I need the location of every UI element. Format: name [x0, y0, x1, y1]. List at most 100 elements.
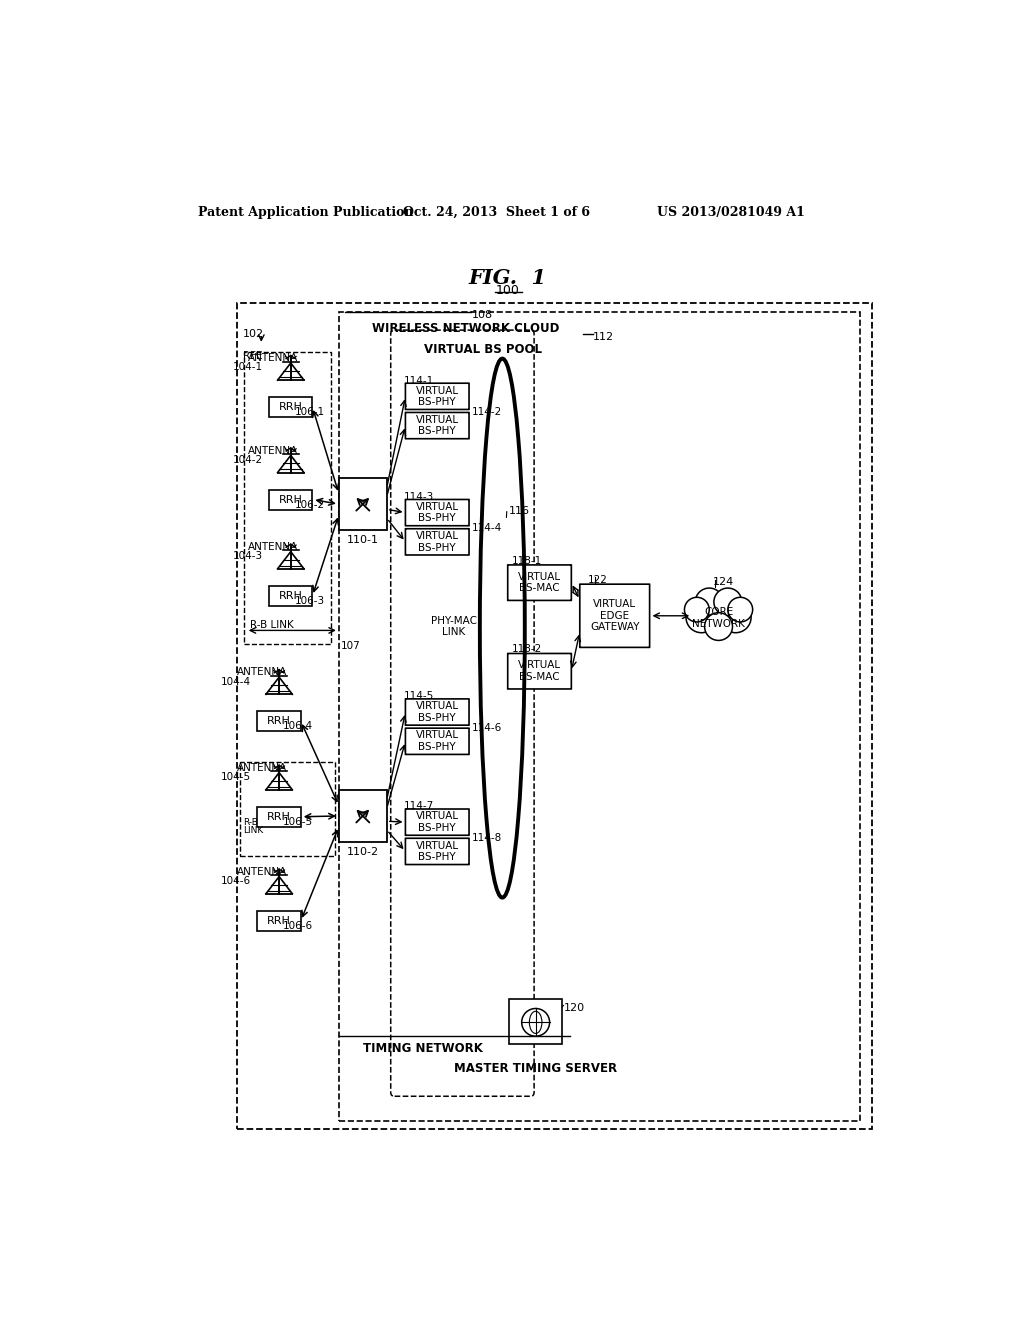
Text: 104-6: 104-6 — [221, 876, 251, 886]
Text: LINK: LINK — [243, 826, 263, 836]
Text: RRH: RRH — [267, 916, 291, 925]
Circle shape — [695, 589, 723, 615]
Text: VIRTUAL
BS-PHY: VIRTUAL BS-PHY — [416, 502, 459, 524]
Text: ANTENNA: ANTENNA — [237, 668, 287, 677]
Text: R-B: R-B — [243, 818, 258, 828]
Bar — [245, 352, 331, 644]
Text: Oct. 24, 2013  Sheet 1 of 6: Oct. 24, 2013 Sheet 1 of 6 — [403, 206, 590, 219]
Text: VIRTUAL BS POOL: VIRTUAL BS POOL — [424, 343, 542, 356]
Circle shape — [684, 597, 710, 622]
Circle shape — [686, 602, 717, 632]
Text: 118-2: 118-2 — [512, 644, 542, 655]
Bar — [257, 711, 301, 731]
FancyBboxPatch shape — [508, 653, 571, 689]
Bar — [269, 397, 312, 417]
Circle shape — [698, 591, 738, 632]
Text: US 2013/0281049 A1: US 2013/0281049 A1 — [656, 206, 805, 219]
Text: VIRTUAL
BS-MAC: VIRTUAL BS-MAC — [518, 572, 561, 594]
Text: RRH: RRH — [279, 591, 303, 601]
Text: RRH: RRH — [267, 717, 291, 726]
Bar — [257, 911, 301, 931]
Circle shape — [720, 602, 751, 632]
Bar — [269, 490, 312, 510]
Text: 104-1: 104-1 — [232, 363, 263, 372]
Text: 110-1: 110-1 — [347, 535, 379, 545]
Text: VIRTUAL
BS-MAC: VIRTUAL BS-MAC — [518, 660, 561, 682]
Text: VIRTUAL
BS-PHY: VIRTUAL BS-PHY — [416, 841, 459, 862]
Text: ANTENNA: ANTENNA — [237, 867, 287, 876]
Circle shape — [728, 597, 753, 622]
FancyBboxPatch shape — [406, 499, 469, 525]
Text: 112: 112 — [593, 333, 614, 342]
Text: VIRTUAL
BS-PHY: VIRTUAL BS-PHY — [416, 531, 459, 553]
FancyBboxPatch shape — [406, 809, 469, 836]
Text: 116: 116 — [509, 507, 529, 516]
Text: 102: 102 — [243, 330, 264, 339]
Text: RFE: RFE — [243, 351, 262, 360]
Text: RRH: RRH — [279, 403, 303, 412]
Text: ANTENNA: ANTENNA — [237, 763, 287, 772]
Text: VIRTUAL
BS-PHY: VIRTUAL BS-PHY — [416, 414, 459, 437]
Text: 107: 107 — [340, 642, 360, 651]
Text: 118-1: 118-1 — [512, 556, 542, 566]
Text: 122: 122 — [588, 576, 607, 585]
Bar — [241, 762, 335, 857]
Text: VIRTUAL
BS-PHY: VIRTUAL BS-PHY — [416, 730, 459, 752]
Bar — [237, 304, 872, 1129]
Text: ANTENNA: ANTENNA — [248, 354, 298, 363]
Text: VIRTUAL
EDGE
GATEWAY: VIRTUAL EDGE GATEWAY — [590, 599, 639, 632]
Text: 106-2: 106-2 — [295, 499, 325, 510]
Text: 114-8: 114-8 — [471, 833, 502, 843]
Text: 120: 120 — [564, 1003, 586, 1012]
FancyBboxPatch shape — [406, 838, 469, 865]
Text: 114-6: 114-6 — [471, 723, 502, 733]
Bar — [509, 999, 562, 1044]
Text: CORE
NETWORK: CORE NETWORK — [692, 607, 745, 628]
Bar — [339, 313, 859, 1121]
FancyBboxPatch shape — [580, 585, 649, 647]
Text: 100: 100 — [496, 284, 520, 297]
Text: 104-2: 104-2 — [232, 455, 263, 465]
Text: RRH: RRH — [279, 495, 303, 504]
Text: WIRELESS NETWORK CLOUD: WIRELESS NETWORK CLOUD — [372, 322, 559, 335]
Circle shape — [705, 612, 732, 640]
FancyBboxPatch shape — [406, 729, 469, 755]
FancyBboxPatch shape — [406, 529, 469, 554]
Text: 108: 108 — [472, 310, 494, 319]
Text: PHY-MAC
LINK: PHY-MAC LINK — [430, 615, 476, 638]
Text: 104-5: 104-5 — [221, 772, 251, 781]
Bar — [339, 478, 387, 531]
Text: 104-4: 104-4 — [221, 677, 251, 686]
Text: R-B LINK: R-B LINK — [250, 620, 293, 631]
Circle shape — [714, 589, 741, 615]
Text: 124: 124 — [713, 577, 733, 587]
Text: Patent Application Publication: Patent Application Publication — [198, 206, 414, 219]
Text: 106-1: 106-1 — [295, 407, 325, 417]
Bar — [339, 789, 387, 842]
Text: 106-6: 106-6 — [283, 921, 313, 931]
Text: 104-3: 104-3 — [232, 552, 263, 561]
FancyBboxPatch shape — [406, 698, 469, 725]
Text: VIRTUAL
BS-PHY: VIRTUAL BS-PHY — [416, 701, 459, 723]
Text: ANTENNA: ANTENNA — [248, 543, 298, 552]
FancyBboxPatch shape — [406, 412, 469, 438]
Text: MASTER TIMING SERVER: MASTER TIMING SERVER — [454, 1061, 617, 1074]
Text: 114-4: 114-4 — [471, 524, 502, 533]
Text: 114-1: 114-1 — [403, 376, 434, 385]
Text: VIRTUAL
BS-PHY: VIRTUAL BS-PHY — [416, 812, 459, 833]
Text: 114-7: 114-7 — [403, 801, 434, 812]
FancyBboxPatch shape — [508, 565, 571, 601]
Text: 110-2: 110-2 — [347, 847, 379, 857]
Text: 114-2: 114-2 — [471, 407, 502, 417]
Text: 114-5: 114-5 — [403, 692, 434, 701]
Text: FIG.  1: FIG. 1 — [469, 268, 547, 288]
Text: 106-4: 106-4 — [283, 721, 313, 731]
Text: ANTENNA: ANTENNA — [248, 446, 298, 455]
Text: TIMING NETWORK: TIMING NETWORK — [362, 1043, 482, 1056]
Text: VIRTUAL
BS-PHY: VIRTUAL BS-PHY — [416, 385, 459, 407]
Text: RRH: RRH — [267, 812, 291, 822]
FancyBboxPatch shape — [406, 383, 469, 409]
Bar — [269, 586, 312, 606]
Bar — [257, 807, 301, 826]
Text: 106-3: 106-3 — [295, 595, 325, 606]
